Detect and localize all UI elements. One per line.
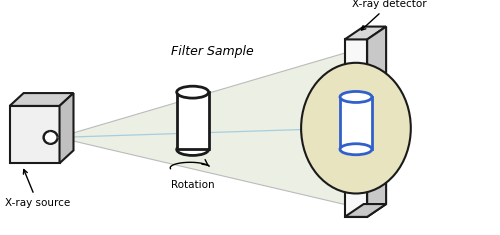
Ellipse shape [340,91,372,102]
Polygon shape [344,27,386,39]
Text: X-ray source: X-ray source [4,169,70,208]
Bar [10,106,59,163]
Text: Filter Sample: Filter Sample [171,45,254,58]
Text: Rotation: Rotation [171,180,214,190]
Polygon shape [344,204,386,217]
Ellipse shape [176,144,208,155]
Circle shape [43,131,58,144]
Text: X-ray detector: X-ray detector [352,0,427,30]
Bar [344,39,367,217]
Ellipse shape [176,86,208,98]
Bar [340,97,372,149]
Ellipse shape [301,63,411,193]
Polygon shape [58,53,344,204]
Circle shape [46,133,56,142]
Polygon shape [60,93,74,163]
Bar [176,92,208,149]
Polygon shape [367,27,386,217]
Ellipse shape [340,144,372,155]
Polygon shape [10,93,74,106]
